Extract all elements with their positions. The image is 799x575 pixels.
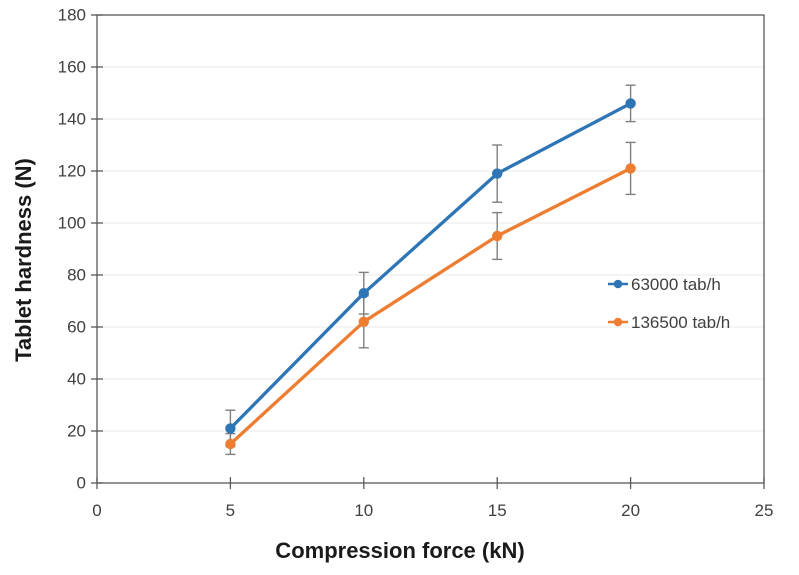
x-axis-title: Compression force (kN) <box>275 538 525 563</box>
x-tick-label: 25 <box>755 501 774 520</box>
x-tick-label: 5 <box>226 501 235 520</box>
legend-marker-dot <box>613 279 623 289</box>
data-point-marker <box>225 423 236 434</box>
series-line-blue <box>228 101 633 431</box>
y-tick-label: 0 <box>77 474 86 493</box>
y-tick-label: 180 <box>58 6 86 25</box>
data-point-marker <box>492 168 503 179</box>
y-tick-label: 60 <box>67 318 86 337</box>
plot-border <box>96 14 765 484</box>
legend-item-63000-tab-h: 63000 tab/h <box>608 275 721 294</box>
legend-label: 136500 tab/h <box>631 313 730 332</box>
y-tick-label: 140 <box>58 110 86 129</box>
data-point-marker <box>625 163 636 174</box>
y-tick-label: 20 <box>67 422 86 441</box>
x-tick-label: 10 <box>354 501 373 520</box>
legend-marker-dot <box>613 317 623 327</box>
data-point-marker <box>625 98 636 109</box>
error-bars-orange <box>225 141 636 456</box>
x-tick-label: 15 <box>488 501 507 520</box>
x-tick-label: 0 <box>92 501 101 520</box>
y-tick-label: 80 <box>67 266 86 285</box>
series-line-orange <box>228 166 633 446</box>
x-tick-label: 20 <box>621 501 640 520</box>
y-tick-label: 120 <box>58 162 86 181</box>
data-point-marker <box>492 230 503 242</box>
legend-item-136500-tab-h: 136500 tab/h <box>608 313 730 332</box>
y-tick-label: 40 <box>67 370 86 389</box>
legend-label: 63000 tab/h <box>631 275 721 294</box>
y-tick-label: 100 <box>58 214 86 233</box>
data-point-marker <box>225 438 236 450</box>
data-point-marker <box>358 316 369 327</box>
y-axis-title: Tablet hardness (N) <box>11 158 36 362</box>
y-tick-label: 160 <box>58 58 86 77</box>
data-point-marker <box>358 288 369 299</box>
